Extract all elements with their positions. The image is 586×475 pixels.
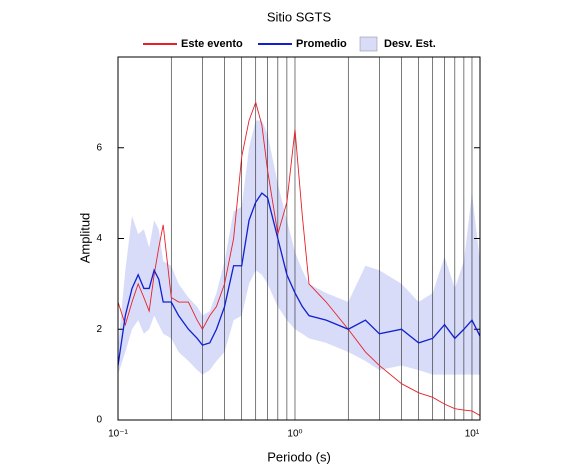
y-axis-label: Amplitud: [77, 213, 92, 264]
y-tick-label: 0: [96, 415, 102, 426]
x-axis-label: Periodo (s): [267, 449, 331, 464]
x-tick-label: 10¹: [465, 429, 480, 440]
plot-frame: [117, 56, 481, 421]
y-tick-label: 6: [96, 142, 102, 153]
x-tick-label: 10⁰: [287, 429, 302, 440]
y-tick-label: 4: [96, 233, 102, 244]
std-band: [118, 120, 480, 375]
y-tick-label: 2: [96, 324, 102, 335]
chart-title: Sitio SGTS: [267, 9, 332, 24]
legend-label: Desv. Est.: [384, 38, 436, 50]
legend-swatch: [359, 36, 378, 52]
x-tick-label: 10⁻¹: [108, 429, 128, 440]
legend-label: Este evento: [181, 38, 243, 50]
series-line: [117, 192, 481, 366]
series-line: [117, 100, 481, 416]
legend-label: Promedio: [296, 38, 347, 50]
